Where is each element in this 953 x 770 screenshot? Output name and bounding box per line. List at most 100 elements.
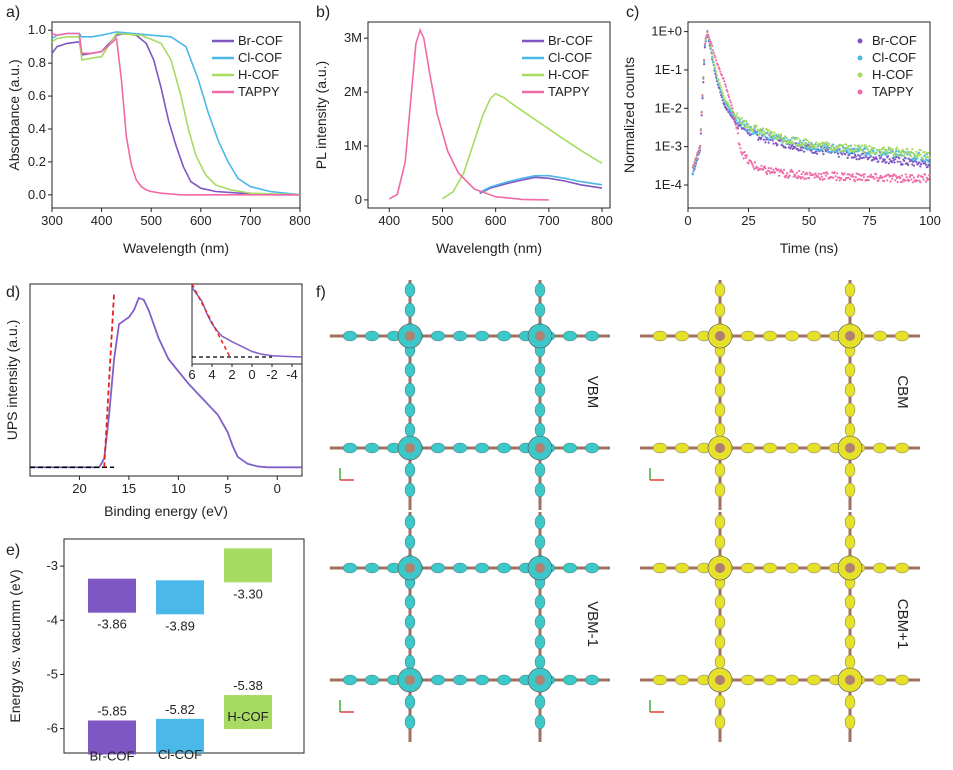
- isosurface-lobe: [584, 330, 600, 342]
- legend-label: TAPPY: [548, 84, 590, 99]
- isosurface-lobe: [404, 614, 416, 630]
- data-point: [920, 158, 923, 161]
- decay-chart: 0 25 50 75 100 1E+0 1E-1 1E-2 1E-3 1E-4 Br-COF Cl-C…: [621, 21, 941, 256]
- data-point: [924, 160, 927, 163]
- data-point: [800, 144, 803, 147]
- y-tick-label: 2M: [344, 84, 362, 99]
- data-point: [796, 177, 799, 180]
- data-point: [849, 178, 852, 181]
- data-point: [920, 149, 923, 152]
- data-point: [870, 173, 873, 176]
- data-point: [924, 153, 927, 156]
- data-point: [771, 134, 774, 137]
- data-point: [912, 176, 915, 179]
- data-point: [728, 95, 731, 99]
- isosurface-lobe: [894, 562, 910, 574]
- isosurface-lobe: [762, 674, 778, 686]
- x-tick-label: 600: [485, 213, 507, 228]
- data-point: [844, 153, 847, 156]
- data-point: [848, 145, 851, 148]
- isosurface-lobe: [404, 654, 416, 670]
- data-point: [742, 157, 745, 160]
- isosurface-lobe: [430, 330, 446, 342]
- data-point: [767, 138, 770, 141]
- data-point: [824, 146, 827, 149]
- data-point: [707, 33, 710, 36]
- data-point: [840, 144, 843, 147]
- data-point: [928, 156, 931, 159]
- isosurface-lobe: [404, 714, 416, 730]
- data-point: [752, 132, 755, 136]
- data-point: [784, 136, 787, 139]
- cb-value-label: -3.86: [97, 617, 127, 632]
- y-axis-title: Absorbance (a.u.): [6, 59, 22, 170]
- isosurface-lobe: [844, 382, 856, 398]
- data-point: [760, 164, 763, 167]
- isosurface-lobe: [806, 562, 822, 574]
- data-point: [860, 148, 863, 152]
- data-point: [739, 147, 742, 150]
- data-point: [879, 153, 882, 156]
- node-core: [845, 331, 855, 341]
- y-tick-label: 0.0: [28, 187, 46, 202]
- isosurface-lobe: [584, 562, 600, 574]
- isosurface-lobe: [562, 562, 578, 574]
- data-point: [831, 145, 834, 148]
- data-point: [859, 157, 862, 160]
- data-point: [852, 175, 855, 178]
- data-point: [912, 158, 915, 161]
- data-point: [895, 177, 898, 180]
- y-tick-label: 1E-1: [655, 62, 682, 77]
- isosurface-lobe: [562, 674, 578, 686]
- data-point: [745, 122, 748, 125]
- isosurface-lobe: [652, 330, 668, 342]
- x-axis-title: Binding energy (eV): [104, 503, 228, 519]
- data-point: [807, 141, 811, 144]
- data-point: [698, 147, 701, 150]
- data-point: [762, 130, 765, 133]
- inset-x-tick-label: 0: [248, 367, 255, 382]
- legend-label: Cl-COF: [872, 50, 916, 65]
- data-point: [899, 160, 902, 163]
- x-tick-label: 800: [289, 213, 310, 228]
- data-point: [892, 159, 895, 162]
- data-point: [890, 151, 893, 154]
- data-point: [854, 176, 857, 179]
- data-point: [822, 172, 825, 175]
- data-point: [774, 142, 777, 145]
- data-point: [787, 146, 790, 149]
- data-point: [877, 179, 880, 182]
- data-point: [770, 167, 773, 170]
- y-tick-label: -6: [46, 721, 58, 736]
- data-point: [850, 156, 853, 159]
- data-point: [814, 172, 817, 175]
- data-point: [768, 131, 771, 134]
- data-point: [710, 50, 713, 53]
- data-point: [737, 124, 740, 127]
- data-point: [723, 103, 726, 106]
- data-point: [824, 150, 827, 153]
- data-point: [692, 169, 695, 172]
- data-point: [693, 161, 696, 164]
- data-point: [702, 81, 705, 84]
- data-point: [732, 116, 736, 119]
- data-point: [848, 173, 851, 176]
- data-point: [745, 120, 748, 123]
- data-point: [870, 146, 873, 149]
- x-tick-label: 5: [224, 481, 231, 496]
- x-tick-label: 0: [684, 213, 691, 228]
- data-point: [910, 155, 913, 158]
- x-tick-label: 400: [91, 213, 113, 228]
- data-point: [736, 123, 739, 126]
- data-point: [726, 108, 729, 111]
- isosurface-lobe: [534, 362, 546, 378]
- data-point: [694, 164, 697, 167]
- data-point: [730, 104, 733, 107]
- data-point: [763, 165, 766, 168]
- inset-curve: [191, 287, 303, 358]
- data-point: [872, 156, 875, 159]
- data-point: [736, 121, 740, 124]
- data-point: [734, 123, 737, 126]
- data-point: [693, 166, 696, 169]
- data-point: [820, 175, 823, 178]
